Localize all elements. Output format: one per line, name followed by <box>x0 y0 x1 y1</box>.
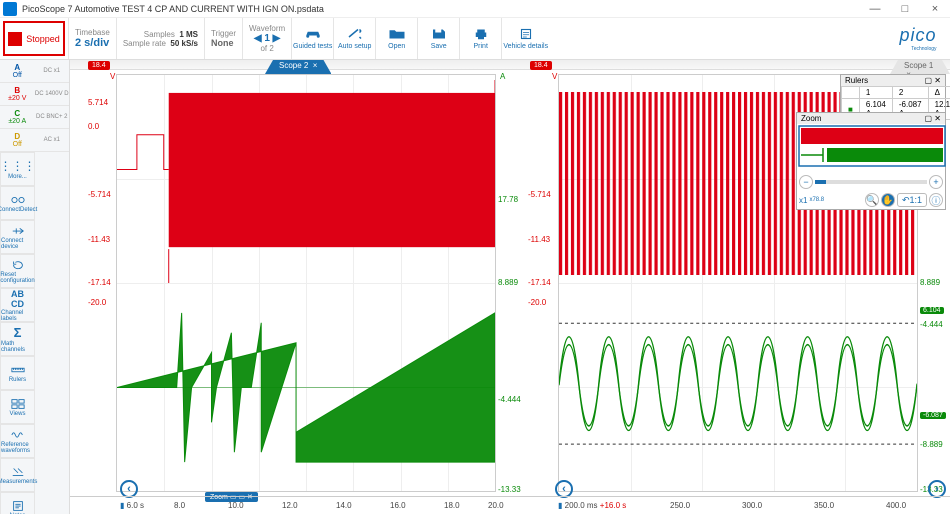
ruler-hi-badge[interactable]: 6.104 <box>920 307 944 314</box>
waveform-nav[interactable]: Waveform ◀ 1 ▶ of 2 <box>242 18 291 59</box>
window-title: PicoScope 7 Automotive TEST 4 CP AND CUR… <box>20 4 860 14</box>
titlebar: PicoScope 7 Automotive TEST 4 CP AND CUR… <box>0 0 950 18</box>
maximize-button[interactable]: □ <box>890 3 920 15</box>
clipboard-icon <box>517 27 535 41</box>
samples-control[interactable]: Samples 1 MS Sample rate 50 kS/s <box>116 18 204 59</box>
timebase-control[interactable]: Timebase 2 s/div <box>68 18 116 59</box>
more-button[interactable]: ⋮⋮⋮More... <box>0 152 35 186</box>
save-button[interactable]: Save <box>417 18 459 59</box>
print-button[interactable]: Print <box>459 18 501 59</box>
stop-icon <box>8 32 22 46</box>
ruler-lo-badge[interactable]: -6.087 <box>920 412 946 419</box>
sidebar: AOff DC x1 B±20 V DC 1400V D C±20 A DC B… <box>0 60 70 514</box>
scope1-channel-c-trace <box>559 291 917 482</box>
print-icon <box>472 27 490 41</box>
channel-d-button[interactable]: DOff <box>0 129 35 151</box>
zoom-search-button[interactable]: 🔍 <box>865 193 879 207</box>
minimize-button[interactable]: — <box>860 3 890 15</box>
auto-setup-button[interactable]: Auto setup <box>333 18 375 59</box>
zoom-hand-button[interactable]: ✋ <box>881 193 895 207</box>
math-channels-button[interactable]: ΣMath channels <box>0 322 35 356</box>
caliper-icon <box>11 466 25 478</box>
measurements-button[interactable]: Measurements <box>0 458 35 492</box>
scope2-v-label: V <box>110 72 115 81</box>
views-button[interactable]: Views <box>0 390 35 424</box>
scope2-tab[interactable]: Scope 2 × <box>265 60 331 74</box>
time-axis: ▮ 6.0 s 8.0 10.0 12.0 14.0 16.0 18.0 20.… <box>70 496 950 514</box>
zoom-overview <box>797 124 947 168</box>
scope2-channel-c-trace <box>117 283 495 491</box>
zoom-in-x-button[interactable]: + <box>929 175 943 189</box>
zoom-panel[interactable]: Zoom▢ ✕ − + x1 x78.8 🔍 ✋ ↶ 1:1 <box>796 112 946 210</box>
top-toolbar: Stopped Timebase 2 s/div Samples 1 MS Sa… <box>0 18 950 60</box>
note-icon <box>11 500 25 512</box>
wand-icon <box>346 27 364 41</box>
scope2-plot[interactable] <box>116 74 496 492</box>
reset-icon <box>11 259 25 271</box>
channel-a-button[interactable]: AOff <box>0 60 35 82</box>
close-button[interactable]: × <box>920 3 950 15</box>
connect-detect-button[interactable]: ConnectDetect <box>0 186 35 220</box>
connect-icon <box>11 194 25 206</box>
run-stop-label: Stopped <box>26 34 60 44</box>
scope1-b-range-badge[interactable]: 18.4 <box>530 61 552 70</box>
zoom-controls[interactable]: − + <box>797 173 945 191</box>
zoom-info-button[interactable]: ⓘ <box>929 193 943 207</box>
reset-config-button[interactable]: Reset configuration <box>0 254 35 288</box>
channel-a-coupling[interactable]: DC x1 <box>35 60 70 82</box>
channel-c-coupling[interactable]: DC BNC+ 2 <box>35 106 70 128</box>
reference-waveforms-button[interactable]: Reference waveforms <box>0 424 35 458</box>
zoom-out-x-button[interactable]: − <box>799 175 813 189</box>
usb-icon <box>11 225 25 237</box>
grid-icon <box>11 398 25 410</box>
channel-c-button[interactable]: C±20 A <box>0 106 35 128</box>
open-button[interactable]: Open <box>375 18 417 59</box>
scope1-tab[interactable]: Scope 1 × <box>890 60 950 74</box>
notes-button[interactable]: Notes <box>0 492 35 514</box>
run-stop-button[interactable]: Stopped <box>3 21 65 56</box>
car-icon <box>304 27 322 41</box>
app-icon <box>3 2 17 16</box>
channel-b-button[interactable]: B±20 V <box>0 83 35 105</box>
ruler-icon <box>11 364 25 376</box>
top-ruler-bar[interactable] <box>70 60 950 70</box>
rulers-button[interactable]: Rulers <box>0 356 35 390</box>
save-icon <box>430 27 448 41</box>
connect-device-button[interactable]: Connect device <box>0 220 35 254</box>
scope2-b-range-badge[interactable]: 18.4 <box>88 61 110 70</box>
scopes-area: 18.4 V Scope 2 × 5.714 0.0 -5.714 <box>70 60 950 514</box>
zoom-undo-button[interactable]: ↶ 1:1 <box>897 193 927 207</box>
guided-tests-button[interactable]: Guided tests <box>291 18 333 59</box>
folder-icon <box>388 27 406 41</box>
vehicle-details-button[interactable]: Vehicle details <box>501 18 549 59</box>
channel-d-coupling[interactable]: AC x1 <box>35 129 70 151</box>
scope2-channel-b-trace <box>117 75 495 283</box>
channel-labels-button[interactable]: ABCDChannel labels <box>0 288 35 322</box>
scope1-v-label: V <box>552 72 557 81</box>
logo: pico Technology <box>886 18 950 59</box>
wave-icon <box>11 429 25 441</box>
channel-b-coupling[interactable]: DC 1400V D <box>35 83 70 105</box>
trigger-control[interactable]: Trigger None <box>204 18 242 59</box>
